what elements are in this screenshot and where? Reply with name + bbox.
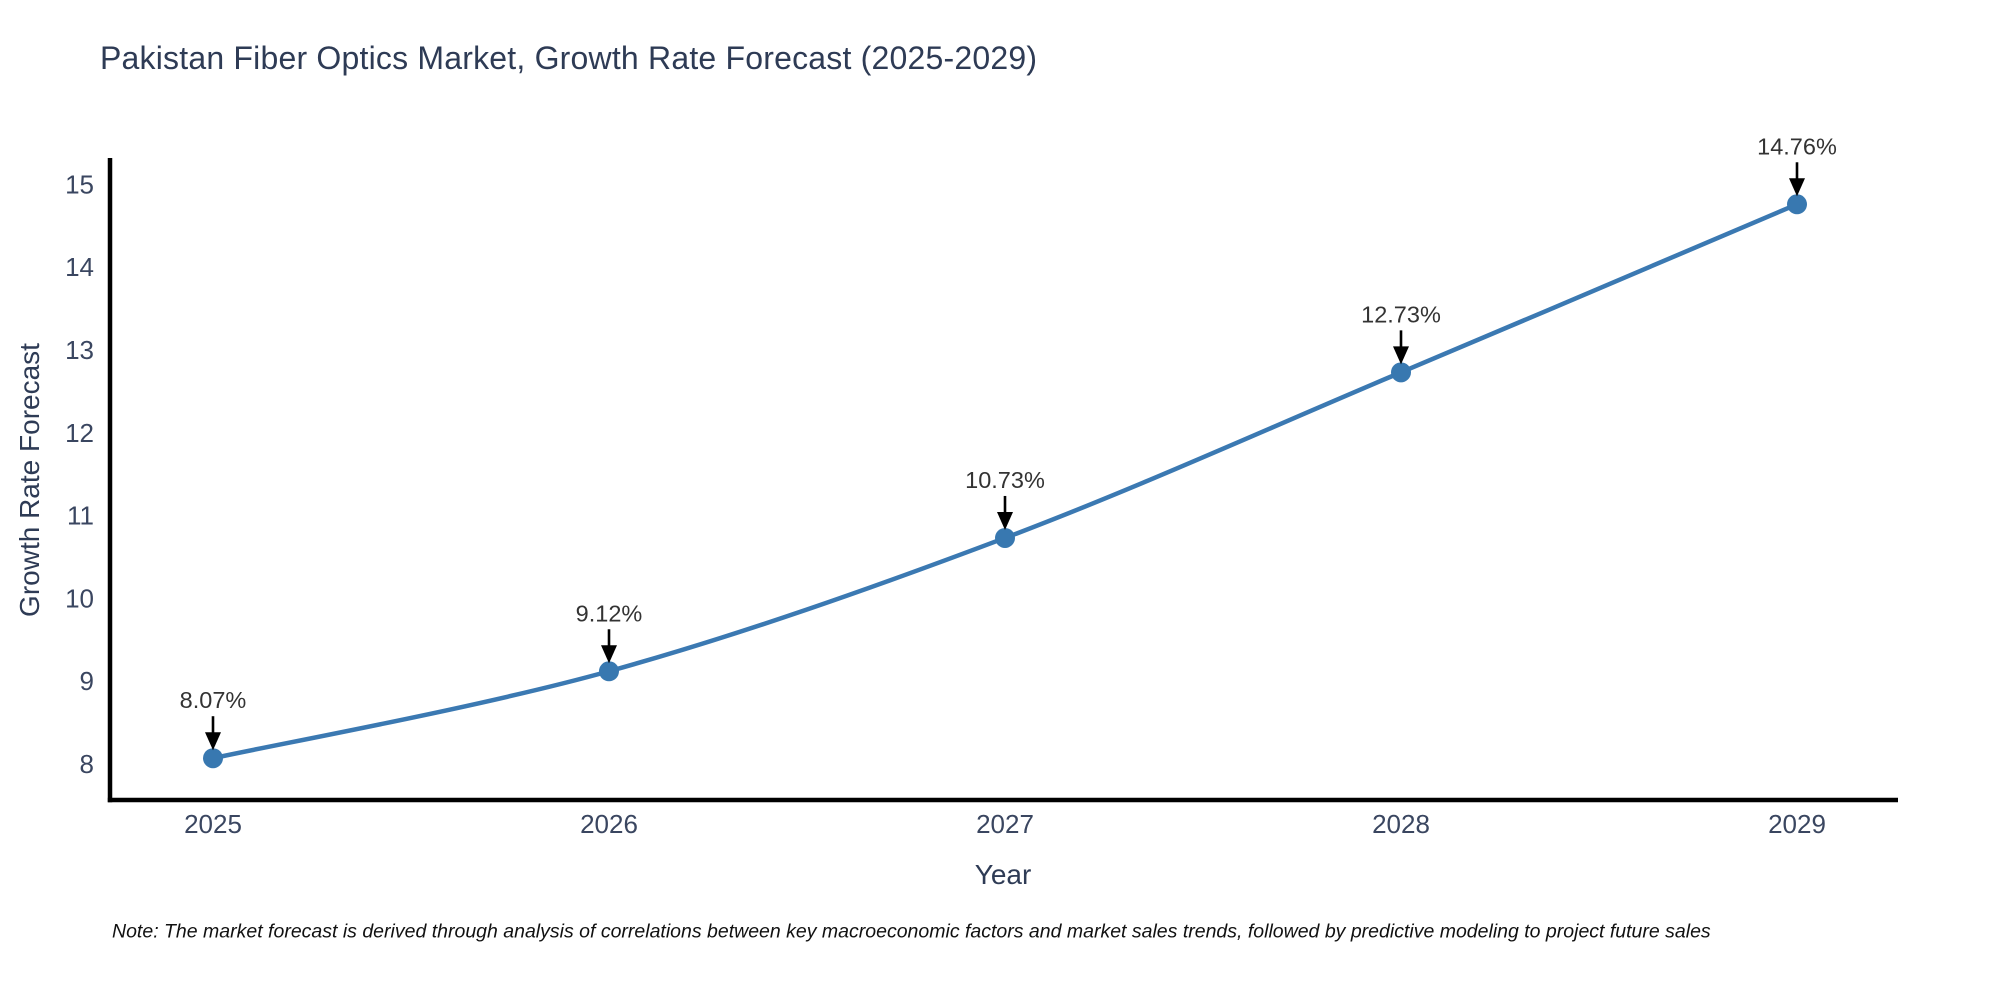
data-point-2027 xyxy=(995,527,1015,548)
y-tick-label-13: 13 xyxy=(65,335,94,365)
annotation-arrowhead-2027 xyxy=(997,511,1013,530)
x-tick-label-2028: 2028 xyxy=(1372,809,1430,839)
point-label-2026: 9.12% xyxy=(576,600,643,626)
y-tick-label-8: 8 xyxy=(80,749,94,779)
y-tick-label-11: 11 xyxy=(67,501,94,531)
x-tick-label-2026: 2026 xyxy=(580,809,638,839)
annotation-arrowhead-2026 xyxy=(601,645,617,664)
point-label-2025: 8.07% xyxy=(180,687,247,713)
x-axis-label: Year xyxy=(974,859,1032,890)
footnote: Note: The market forecast is derived thr… xyxy=(112,920,1711,943)
chart-title: Pakistan Fiber Optics Market, Growth Rat… xyxy=(100,40,1038,76)
data-point-2029 xyxy=(1787,194,1807,215)
y-tick-label-14: 14 xyxy=(65,252,94,282)
x-tick-label-2027: 2027 xyxy=(976,809,1034,839)
x-tick-label-2029: 2029 xyxy=(1768,809,1826,839)
y-tick-label-15: 15 xyxy=(65,169,94,199)
point-label-2029: 14.76% xyxy=(1757,133,1837,159)
y-axis-label: Growth Rate Forecast xyxy=(14,343,45,617)
annotation-arrowhead-2025 xyxy=(205,732,221,751)
annotation-arrowhead-2029 xyxy=(1789,178,1805,197)
data-point-2025 xyxy=(203,748,223,769)
y-tick-label-9: 9 xyxy=(80,666,94,696)
point-label-2027: 10.73% xyxy=(965,467,1045,493)
y-tick-label-10: 10 xyxy=(65,583,94,613)
annotation-arrowhead-2028 xyxy=(1393,346,1409,365)
point-label-2028: 12.73% xyxy=(1361,301,1441,327)
y-tick-label-12: 12 xyxy=(65,418,94,448)
data-point-2026 xyxy=(599,661,619,682)
x-tick-label-2025: 2025 xyxy=(184,809,242,839)
data-point-2028 xyxy=(1391,362,1411,383)
